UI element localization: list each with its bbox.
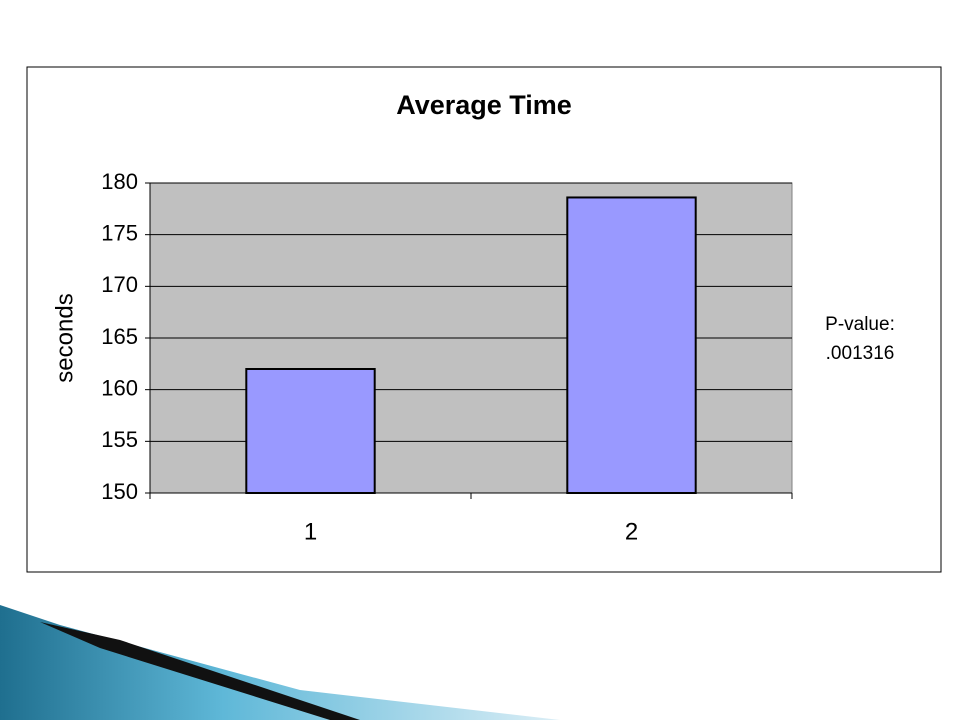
decor-swoosh-dark [40, 622, 360, 720]
annotation: .001316 [826, 343, 895, 364]
y-tick-label: 160 [101, 375, 138, 400]
annotation: P-value: [825, 314, 895, 335]
decor-swoosh [0, 605, 560, 720]
chart-title: Average Time [396, 90, 572, 120]
y-tick-label: 170 [101, 272, 138, 297]
y-tick-label: 165 [101, 324, 138, 349]
x-tick-label: 1 [304, 518, 317, 545]
y-tick-label: 175 [101, 220, 138, 245]
bar [566, 196, 697, 494]
y-tick-label: 150 [101, 479, 138, 504]
x-tick-label: 2 [625, 518, 638, 545]
y-axis-label: seconds [51, 293, 78, 382]
bar [245, 368, 376, 494]
y-tick-label: 180 [101, 169, 138, 194]
y-tick-label: 155 [101, 427, 138, 452]
